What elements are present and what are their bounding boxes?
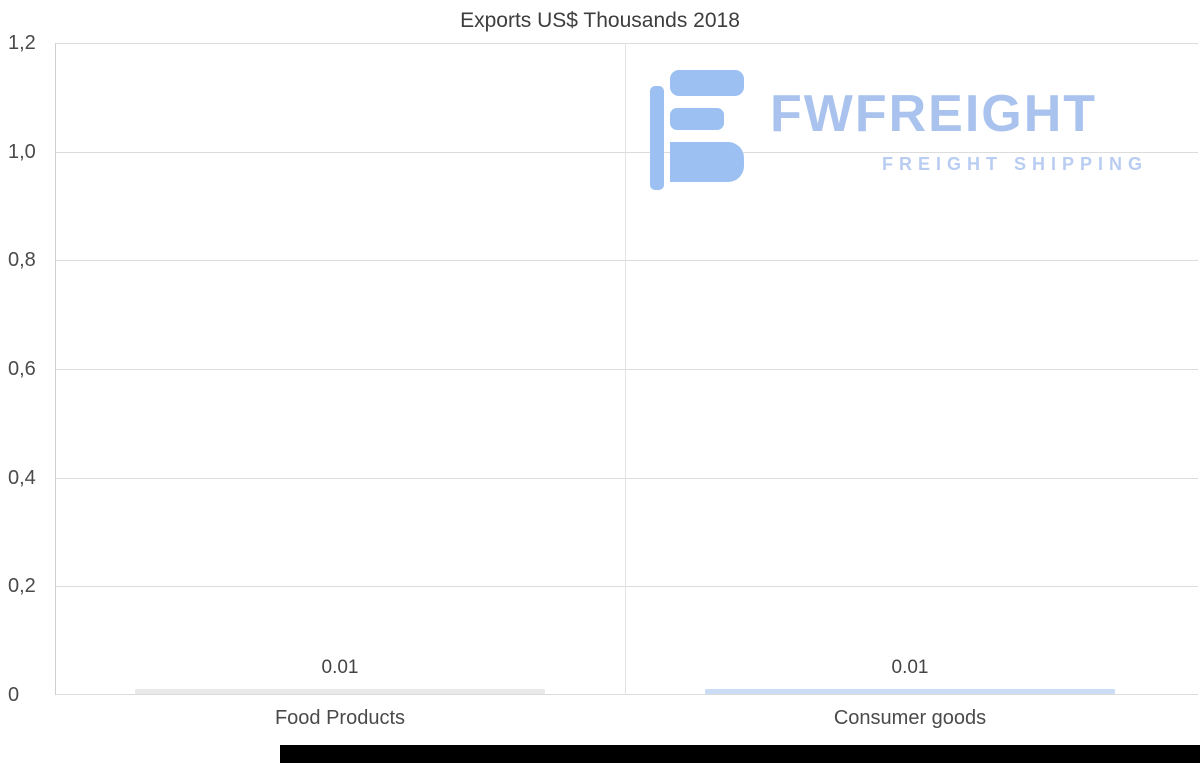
gridline bbox=[55, 260, 1198, 261]
bar-food-products[interactable] bbox=[135, 688, 545, 694]
y-tick-label: 1,2 bbox=[8, 32, 36, 54]
y-tick-label: 0,4 bbox=[8, 467, 36, 489]
gridline bbox=[55, 152, 1198, 153]
gridline bbox=[55, 694, 1198, 695]
plot-area: 0.01 0.01 bbox=[55, 43, 1198, 695]
watermark-tagline-text: FREIGHT SHIPPING bbox=[881, 154, 1148, 174]
y-axis-line bbox=[55, 43, 56, 695]
x-category-label: Food Products bbox=[274, 707, 406, 729]
y-tick-label: 0,8 bbox=[8, 249, 36, 271]
y-tick-label: 0,2 bbox=[8, 575, 36, 597]
y-tick-label: 0 bbox=[8, 684, 20, 706]
bottom-black-bar bbox=[280, 745, 1200, 763]
bar-value-label: 0.01 bbox=[321, 657, 359, 678]
y-tick-label: 0,6 bbox=[8, 358, 36, 380]
x-category-label: Consumer goods bbox=[833, 707, 987, 729]
chart-title: Exports US$ Thousands 2018 bbox=[460, 9, 740, 32]
y-tick-label: 1,0 bbox=[8, 141, 36, 163]
gridline bbox=[55, 586, 1198, 587]
fwfreight-logo-icon bbox=[650, 70, 746, 195]
bar-value-label: 0.01 bbox=[891, 657, 929, 678]
watermark-logo: FWFREIGHT FREIGHT SHIPPING bbox=[650, 70, 1150, 190]
category-divider-gridline bbox=[625, 43, 626, 695]
watermark-brand-text: FWFREIGHT bbox=[770, 85, 1098, 143]
gridline bbox=[55, 43, 1198, 44]
gridline bbox=[55, 369, 1198, 370]
bar-consumer-goods[interactable] bbox=[705, 688, 1115, 694]
gridline bbox=[55, 478, 1198, 479]
